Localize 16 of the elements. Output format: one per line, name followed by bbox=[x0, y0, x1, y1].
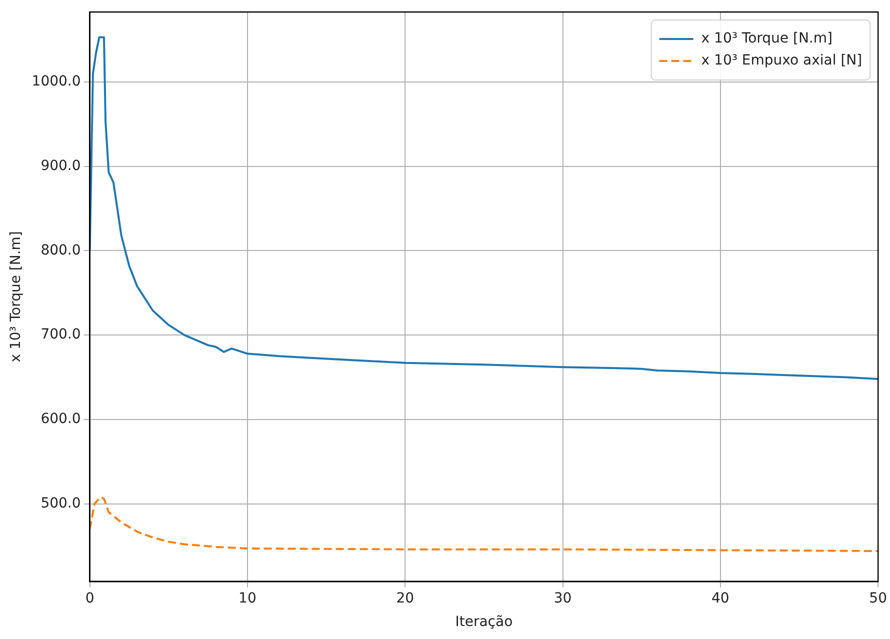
x-axis-title: Iteração bbox=[455, 614, 513, 630]
y-tick-label: 900.0 bbox=[40, 158, 81, 174]
y-tick-label: 500.0 bbox=[40, 495, 81, 512]
x-tick-label: 50 bbox=[869, 590, 888, 606]
y-tick-label: 700.0 bbox=[40, 326, 81, 343]
y-tick-label: 1000.0 bbox=[32, 74, 81, 90]
y-axis-title: x 10³ Torque [N.m] bbox=[8, 231, 24, 362]
x-tick-label: 40 bbox=[712, 590, 730, 606]
y-tick-label: 800.0 bbox=[40, 242, 81, 258]
x-tick-label: 0 bbox=[85, 590, 94, 606]
legend-label: x 10³ Torque [N.m] bbox=[701, 30, 832, 47]
x-tick-label: 30 bbox=[554, 590, 572, 606]
x-tick-label: 10 bbox=[238, 590, 256, 606]
y-tick-label: 600.0 bbox=[40, 411, 81, 428]
x-tick-label: 20 bbox=[396, 590, 414, 606]
legend-label: x 10³ Empuxo axial [N] bbox=[701, 52, 862, 69]
